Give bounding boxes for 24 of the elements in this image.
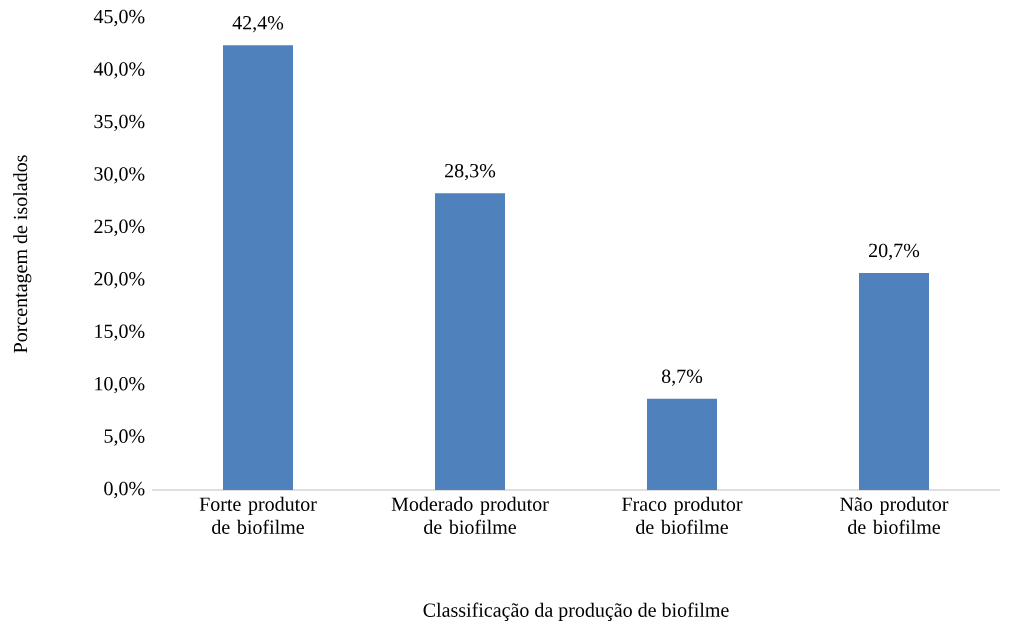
x-tick-label: Moderado produtor de biofilme: [391, 496, 549, 534]
x-tick-label: Fraco produtor de biofilme: [622, 496, 743, 534]
bar: [647, 398, 718, 490]
bar: [859, 272, 930, 490]
y-tick-label: 35,0%: [94, 114, 145, 132]
x-tick-label: Forte produtor de biofilme: [199, 496, 317, 534]
data-label: 20,7%: [869, 243, 920, 261]
y-tick-label: 10,0%: [95, 376, 145, 394]
bar: [435, 193, 505, 490]
y-tick-label: 25,0%: [94, 219, 145, 236]
data-label: 8,7%: [661, 369, 703, 386]
x-axis-title: Classificação da produção de biofilme: [423, 602, 729, 621]
x-tick-label: Não produtor de biofilme: [840, 496, 949, 534]
data-label: 28,3%: [445, 163, 496, 181]
y-tick-label: 45,0%: [93, 9, 145, 27]
y-tick-label: 20,0%: [94, 272, 145, 289]
y-tick-label: 40,0%: [93, 62, 145, 79]
data-label: 42,4%: [232, 16, 284, 33]
y-tick-label: 15,0%: [95, 324, 145, 341]
y-tick-label: 5,0%: [104, 429, 145, 446]
y-axis-title: Porcentagem de isolados: [13, 155, 32, 353]
bar: [223, 45, 293, 490]
y-tick-label: 0,0%: [104, 481, 145, 499]
y-tick-label: 30,0%: [94, 167, 145, 184]
